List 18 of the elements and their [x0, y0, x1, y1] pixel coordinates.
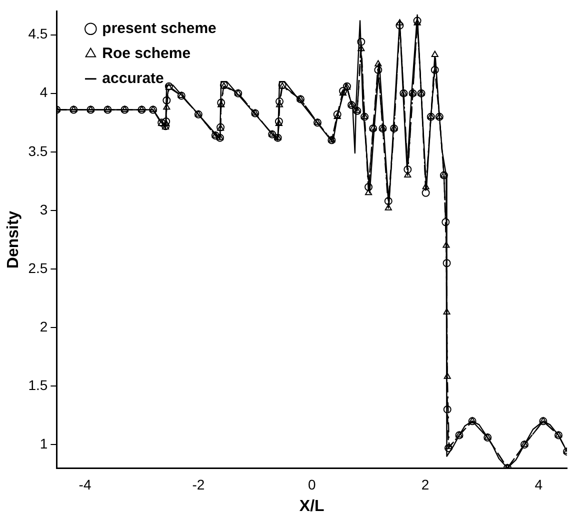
x-tick-label: -4 — [78, 476, 92, 492]
x-axis-title: X/L — [299, 498, 325, 515]
y-tick-label: 1.5 — [28, 376, 48, 393]
y-tick-label: 3.5 — [28, 142, 48, 159]
y-tick-label: 1 — [40, 435, 48, 452]
y-tick-label: 3 — [40, 201, 48, 218]
legend-label: accurate — [102, 70, 164, 88]
y-tick-label: 4.5 — [28, 26, 48, 42]
x-tick-label: 0 — [308, 476, 316, 492]
y-tick-label: 2.5 — [28, 260, 48, 276]
y-tick-label: 2 — [40, 318, 48, 334]
legend-label: present scheme — [102, 20, 216, 38]
x-tick-label: 2 — [421, 476, 430, 492]
legend-label: Roe scheme — [102, 45, 191, 62]
y-tick-label: 4 — [40, 84, 48, 100]
y-axis-title: Density — [5, 210, 22, 269]
x-tick-label: -2 — [192, 476, 205, 492]
x-tick-label: 4 — [534, 476, 543, 492]
